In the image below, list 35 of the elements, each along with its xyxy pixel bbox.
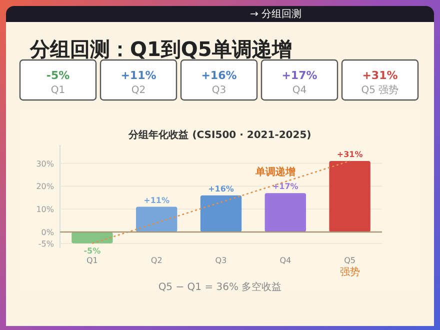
data-label: +11% <box>144 196 170 205</box>
text: +11% <box>120 69 156 82</box>
text: Q5 − Q1 = 36% 多空收益 <box>158 281 282 293</box>
bar <box>264 193 306 232</box>
text: → 分组回测 <box>250 8 302 20</box>
category-label: Q3 <box>212 85 226 96</box>
text: 分组回测：Q1到Q5单调递增 <box>29 37 292 61</box>
x-tick-label: Q2 <box>150 256 162 265</box>
text: +17% <box>282 69 318 82</box>
text: -5% <box>46 69 70 82</box>
y-tick-label: -5% <box>38 239 54 248</box>
bar <box>136 206 178 232</box>
x-tick-label: Q5 强势 <box>340 256 360 278</box>
category-label: Q5 强势 <box>361 84 399 96</box>
data-label: -5% <box>84 246 101 256</box>
y-tick-label: 30% <box>36 159 54 168</box>
data-label: +17% <box>272 182 298 192</box>
x-tick-label: Q4 <box>280 256 292 265</box>
chart-title: 分组年化收益 (CSI500 · 2021-2025) <box>128 129 312 141</box>
annotation: 单调递增 <box>254 166 296 178</box>
category-label: Q2 <box>131 85 146 96</box>
category-label: Q4 <box>292 85 307 96</box>
y-tick-label: 10% <box>36 205 54 214</box>
x-tick-label: Q3 <box>215 256 227 265</box>
text: +31% <box>362 69 398 82</box>
y-tick-label: 20% <box>36 182 54 192</box>
bar <box>329 161 370 232</box>
data-label: +16% <box>208 184 234 194</box>
bar <box>200 195 242 232</box>
x-tick-label: Q1 <box>86 256 98 265</box>
data-label: +31% <box>336 150 363 160</box>
text: +16% <box>201 69 237 82</box>
y-tick-label: 0% <box>41 228 54 237</box>
category-label: Q1 <box>50 85 66 96</box>
bar <box>72 232 113 244</box>
